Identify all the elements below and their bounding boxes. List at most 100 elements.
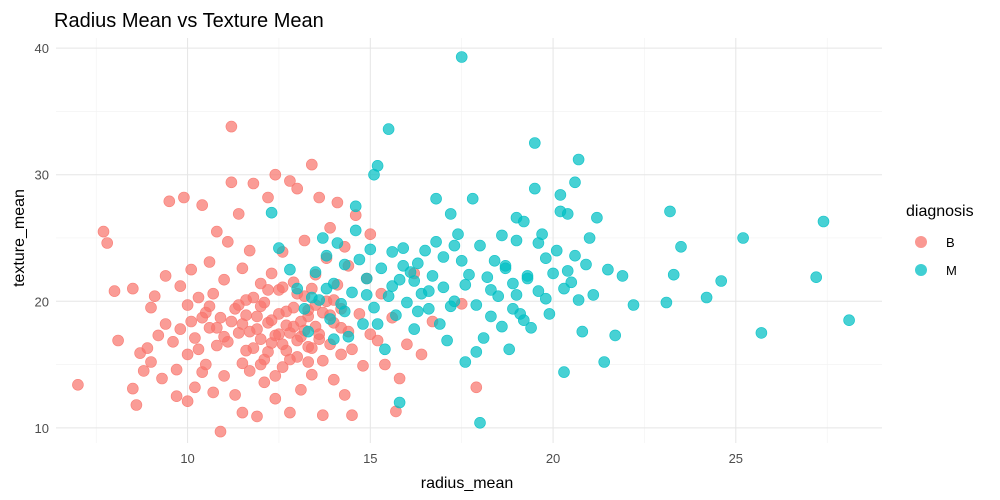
data-point-m [528, 137, 541, 149]
data-point-m [324, 313, 336, 325]
data-point-b [243, 365, 256, 377]
data-point-b [192, 291, 205, 304]
data-point-b [225, 176, 238, 189]
data-point-b [284, 353, 296, 366]
data-point-b [236, 262, 249, 275]
legend: diagnosis B M [906, 203, 974, 278]
data-point-m [667, 268, 680, 281]
data-point-b [97, 225, 110, 238]
data-point-b [269, 168, 282, 181]
data-point-m [664, 205, 676, 218]
data-point-m [485, 284, 497, 296]
data-point-m [474, 416, 486, 429]
data-point-b [254, 358, 267, 371]
data-point-m [397, 259, 410, 272]
data-point-m [338, 258, 351, 271]
data-point-m [448, 239, 461, 252]
data-point-m [572, 153, 585, 166]
data-point-m [382, 123, 395, 135]
data-point-b [181, 348, 194, 361]
data-point-b [273, 308, 285, 320]
y-tick-label: 40 [35, 41, 49, 56]
data-point-b [254, 333, 267, 346]
data-point-m [488, 254, 501, 267]
data-point-m [422, 285, 435, 297]
data-point-m [470, 346, 483, 358]
chart-title: Radius Mean vs Texture Mean [54, 10, 324, 32]
data-point-m [284, 263, 296, 276]
data-point-b [200, 358, 212, 371]
y-axis-label: texture_mean [11, 189, 28, 287]
data-point-b [401, 338, 413, 351]
data-point-m [364, 243, 377, 256]
data-point-m [554, 189, 567, 201]
data-point-b [258, 296, 271, 309]
x-tick-label: 10 [180, 451, 194, 466]
data-point-b [240, 344, 252, 357]
data-point-m [558, 282, 570, 295]
data-point-m [309, 266, 322, 278]
data-point-m [327, 333, 340, 346]
data-point-b [276, 361, 289, 373]
data-point-b [130, 399, 143, 411]
data-point-b [229, 389, 241, 401]
x-tick-label: 25 [729, 451, 743, 466]
data-point-m [470, 299, 483, 311]
data-point-b [331, 196, 344, 209]
data-point-m [481, 271, 494, 284]
x-axis-label: radius_mean [421, 475, 514, 492]
data-point-m [305, 291, 318, 304]
data-point-m [477, 332, 490, 344]
data-point-b [262, 346, 274, 358]
data-point-m [353, 253, 366, 266]
data-point-b [232, 208, 245, 220]
data-point-m [393, 396, 406, 409]
data-point-m [532, 237, 545, 249]
data-point-b [236, 406, 249, 419]
data-point-m [349, 224, 362, 237]
data-point-b [305, 342, 318, 354]
data-point-b [181, 395, 194, 408]
data-point-m [496, 320, 508, 333]
data-point-b [265, 267, 278, 280]
data-point-m [357, 318, 369, 330]
data-point-b [178, 191, 190, 204]
data-point-b [313, 191, 326, 204]
data-point-m [591, 211, 603, 224]
data-point-m [386, 246, 399, 258]
data-point-b [127, 382, 139, 395]
data-point-m [499, 259, 512, 272]
data-point-b [258, 376, 271, 389]
data-point-m [349, 200, 362, 213]
data-point-b [298, 234, 311, 247]
data-point-b [159, 270, 172, 282]
data-point-b [254, 277, 267, 290]
legend-marker-b [915, 236, 927, 248]
data-point-b [313, 328, 326, 341]
data-point-m [547, 267, 559, 280]
data-point-b [218, 273, 230, 286]
data-point-m [455, 254, 468, 267]
data-point-m [298, 302, 311, 315]
y-tick-label: 30 [35, 168, 49, 183]
data-point-b [145, 301, 157, 314]
data-point-b [170, 390, 183, 403]
data-point-b [243, 325, 256, 338]
data-point-b [127, 282, 139, 295]
data-point-m [561, 265, 574, 277]
data-point-m [360, 289, 373, 301]
data-point-b [170, 363, 183, 376]
data-point-m [503, 343, 516, 356]
data-point-m [342, 330, 355, 343]
y-tick-label: 20 [35, 294, 49, 309]
data-point-b [291, 182, 304, 195]
data-point-m [265, 206, 278, 219]
data-point-b [357, 359, 369, 372]
legend-label-m: M [946, 263, 957, 278]
data-point-b [291, 334, 304, 347]
data-point-b [262, 284, 274, 296]
data-point-m [580, 258, 592, 271]
data-point-m [507, 277, 519, 290]
data-point-b [324, 222, 336, 234]
data-point-b [189, 381, 201, 394]
